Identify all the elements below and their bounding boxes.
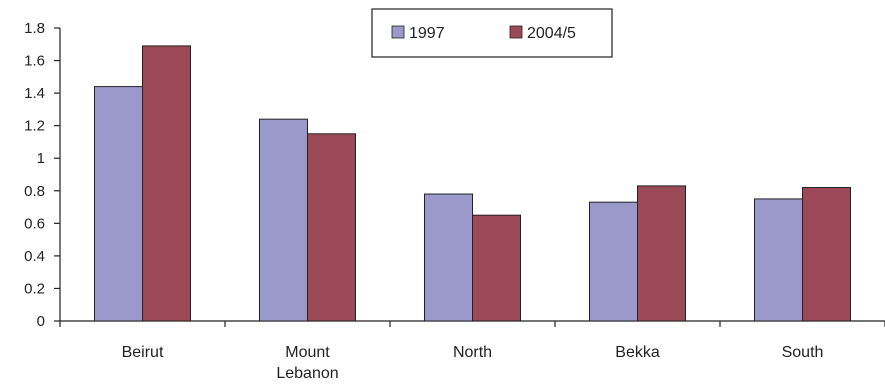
y-tick-label: 1.8	[24, 20, 45, 37]
y-axis: 0 0.2 0.4 0.6 0.8 1 1.2 1.4 1.6 1.8	[24, 20, 61, 330]
x-axis: Beirut Mount Lebanon North Bekka South	[59, 320, 885, 382]
y-tick-label: 0.6	[24, 215, 45, 232]
bar-2004-5-bekka	[637, 185, 686, 322]
y-tick-label: 0	[37, 313, 45, 330]
bar-2004-5-north	[472, 214, 521, 322]
bar-2004-5-south	[802, 187, 851, 322]
y-tick-label: 1	[37, 150, 45, 167]
x-tick-label: Beirut	[122, 344, 164, 361]
x-tick-label: Bekka	[615, 344, 660, 361]
bar-1997-south	[754, 198, 803, 322]
y-tick-label: 1.4	[24, 85, 45, 102]
bar-1997-north	[424, 193, 473, 322]
legend: 1997 2004/5	[371, 8, 613, 58]
y-tick-label: 1.6	[24, 53, 45, 70]
legend-swatch-1997	[391, 25, 405, 39]
bar-1997-mount-lebanon	[259, 118, 308, 322]
legend-label-2004-5: 2004/5	[527, 25, 576, 42]
legend-box	[371, 8, 613, 58]
bar-1997-bekka	[589, 201, 638, 322]
x-tick-label: Lebanon	[276, 365, 338, 382]
y-tick-label: 0.8	[24, 183, 45, 200]
x-tick-label: Mount	[285, 344, 330, 361]
bar-1997-beirut	[94, 86, 143, 322]
bar-2004-5-mount-lebanon	[307, 133, 356, 322]
x-tick-label: South	[782, 344, 824, 361]
bars	[94, 45, 851, 322]
bar-2004-5-beirut	[142, 45, 191, 322]
y-tick-label: 1.2	[24, 118, 45, 135]
legend-label-1997: 1997	[409, 25, 445, 42]
y-tick-label: 0.2	[24, 280, 45, 297]
legend-swatch-2004-5	[509, 25, 523, 39]
y-tick-label: 0.4	[24, 248, 45, 265]
x-tick-label: North	[453, 344, 492, 361]
